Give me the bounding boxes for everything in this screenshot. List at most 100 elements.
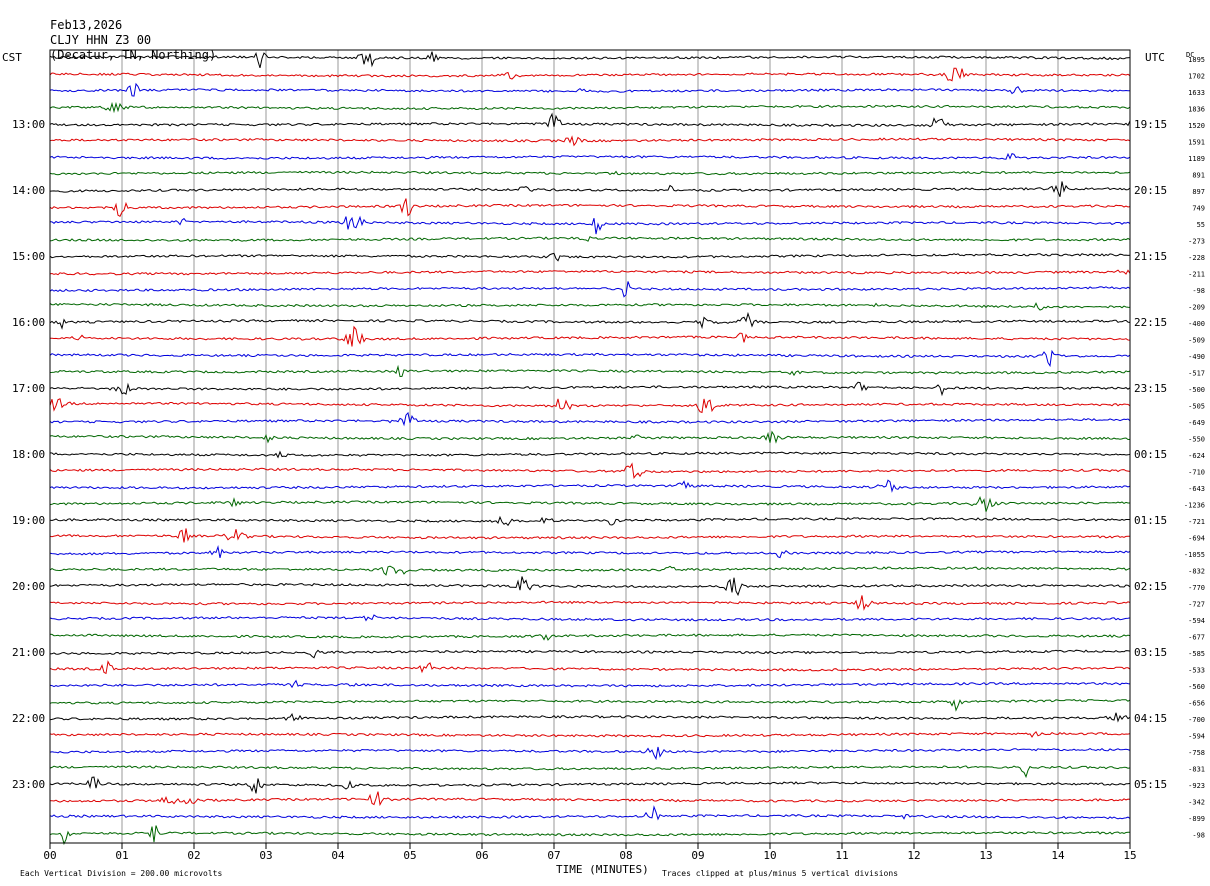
x-tick-label: 00 xyxy=(43,849,56,862)
trace-line xyxy=(49,349,1131,368)
dc-offset-labels: 1895 1702 1633 1836 1520 1591 1189 891 897 749 55 -… xyxy=(1184,56,1205,840)
trace-line xyxy=(49,730,1131,738)
left-hour-label: 18:00 xyxy=(12,448,45,461)
x-tick-label: 06 xyxy=(475,849,488,862)
dc-offset-label: -643 xyxy=(1188,485,1205,493)
left-hour-label: 21:00 xyxy=(12,646,45,659)
trace-line xyxy=(49,746,1131,761)
trace-line xyxy=(49,215,1131,235)
trace-line xyxy=(49,181,1131,197)
trace-line xyxy=(49,152,1131,160)
dc-offset-label: -342 xyxy=(1188,799,1205,807)
left-hour-label: 15:00 xyxy=(12,250,45,263)
dc-offset-label: 1702 xyxy=(1188,73,1205,81)
dc-offset-label: -533 xyxy=(1188,667,1205,675)
dc-offset-label: 891 xyxy=(1192,172,1205,180)
left-hour-label: 14:00 xyxy=(12,184,45,197)
trace-line xyxy=(49,765,1131,779)
trace-line xyxy=(49,411,1131,427)
trace-line xyxy=(49,170,1131,176)
trace-line xyxy=(49,660,1131,675)
right-hour-label: 19:15 xyxy=(1134,118,1167,131)
dc-offset-label: -758 xyxy=(1188,749,1205,757)
trace-line xyxy=(49,381,1131,397)
trace-line xyxy=(49,825,1130,846)
dc-offset-label: -721 xyxy=(1188,518,1205,526)
dc-offset-label: -98 xyxy=(1192,287,1205,295)
header-location: (Decatur, TN, Northing) xyxy=(50,48,217,62)
dc-offset-label: -770 xyxy=(1188,584,1205,592)
trace-line xyxy=(49,252,1131,262)
trace-line xyxy=(49,51,1131,69)
dc-label: DC xyxy=(1186,51,1194,59)
plot-frame xyxy=(49,49,1131,844)
trace-line xyxy=(49,576,1131,597)
right-hour-label: 21:15 xyxy=(1134,250,1167,263)
x-tick-label: 04 xyxy=(331,849,345,862)
left-hour-label: 19:00 xyxy=(12,514,45,527)
x-tick-label: 05 xyxy=(403,849,416,862)
dc-offset-label: -694 xyxy=(1188,535,1205,543)
dc-offset-label: -624 xyxy=(1188,452,1205,460)
right-hour-label: 22:15 xyxy=(1134,316,1167,329)
trace-line xyxy=(49,479,1131,493)
dc-offset-label: -228 xyxy=(1188,254,1205,262)
trace-line xyxy=(49,565,1131,576)
x-tick-label: 15 xyxy=(1123,849,1136,862)
chart-header: Feb13,2026 CLJY HHN Z3 00 (Decatur, TN, No… xyxy=(50,3,216,78)
dc-offset-label: -560 xyxy=(1188,683,1205,691)
trace-line xyxy=(49,269,1131,276)
trace-line xyxy=(49,712,1131,723)
dc-offset-label: 1633 xyxy=(1188,89,1205,97)
trace-line xyxy=(49,595,1131,611)
dc-offset-label: -649 xyxy=(1188,419,1205,427)
dc-offset-label: -594 xyxy=(1188,733,1205,741)
dc-offset-label: -727 xyxy=(1188,601,1205,609)
trace-line xyxy=(49,311,1131,330)
trace-line xyxy=(50,325,1131,347)
x-tick-label: 08 xyxy=(619,849,632,862)
dc-offset-label: -1236 xyxy=(1184,502,1205,510)
trace-line xyxy=(49,496,1130,512)
dc-offset-label: -594 xyxy=(1188,617,1205,625)
right-hour-label: 01:15 xyxy=(1134,514,1167,527)
right-hour-label: 23:15 xyxy=(1134,382,1167,395)
dc-offset-label: -832 xyxy=(1188,568,1205,576)
trace-line xyxy=(49,302,1131,311)
x-tick-labels: 00 01 02 03 04 05 06 07 08 09 10 11 12 13 14 15 xyxy=(43,843,1137,862)
left-hour-label: 13:00 xyxy=(12,118,45,131)
trace-layer xyxy=(49,51,1131,846)
left-hour-label: 17:00 xyxy=(12,382,45,395)
footer-right: Traces clipped at plus/minus 5 vertical … xyxy=(662,869,898,878)
trace-line xyxy=(49,450,1131,459)
trace-line xyxy=(49,67,1131,82)
dc-offset-label: -500 xyxy=(1188,386,1205,394)
dc-offset-label: -831 xyxy=(1188,766,1205,774)
trace-line xyxy=(49,430,1131,444)
dc-offset-label: -490 xyxy=(1188,353,1205,361)
right-hour-label: 04:15 xyxy=(1134,712,1167,725)
trace-line xyxy=(49,364,1131,378)
right-zone-label: UTC xyxy=(1145,51,1165,64)
left-hour-label: 16:00 xyxy=(12,316,45,329)
dc-offset-label: -899 xyxy=(1188,815,1205,823)
trace-line xyxy=(49,805,1131,821)
grid-layer xyxy=(121,50,1059,843)
trace-line xyxy=(49,699,1131,712)
x-axis-label: TIME (MINUTES) xyxy=(556,863,649,876)
right-hour-label: 20:15 xyxy=(1134,184,1167,197)
dc-offset-label: -209 xyxy=(1188,304,1205,312)
dc-offset-label: -677 xyxy=(1188,634,1205,642)
trace-line xyxy=(49,679,1131,689)
trace-line xyxy=(49,614,1131,622)
trace-line xyxy=(49,281,1131,298)
right-hour-label: 03:15 xyxy=(1134,646,1167,659)
dc-offset-label: 749 xyxy=(1192,205,1205,213)
trace-line xyxy=(49,235,1131,242)
trace-line xyxy=(49,776,1131,794)
dc-offset-label: -585 xyxy=(1188,650,1205,658)
trace-line xyxy=(49,398,1131,414)
dc-offset-label: -656 xyxy=(1188,700,1205,708)
x-tick-label: 07 xyxy=(547,849,560,862)
dc-offset-label: -700 xyxy=(1188,716,1205,724)
